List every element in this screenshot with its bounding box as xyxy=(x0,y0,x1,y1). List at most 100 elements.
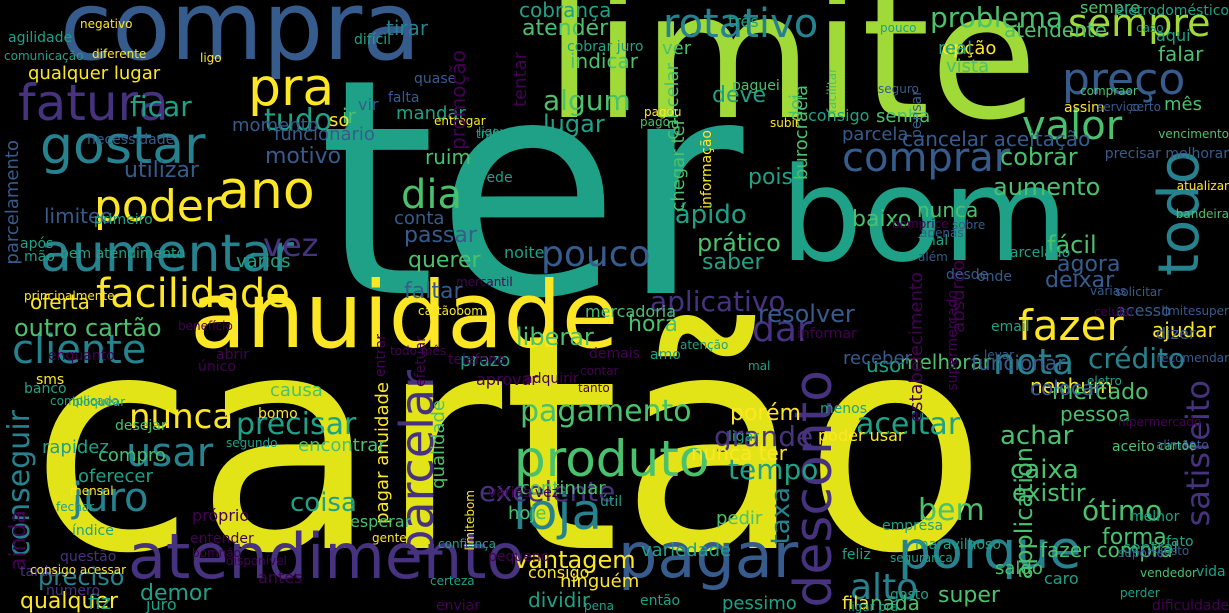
word-opcao: opção xyxy=(942,38,997,59)
word-ver: ver xyxy=(662,38,692,59)
word-vendedor: vendedor xyxy=(1140,566,1197,580)
word-limitebom: limitebom xyxy=(463,490,477,551)
word-lugar: lugar xyxy=(543,110,605,138)
word-atendente: atendente xyxy=(1004,18,1107,42)
word-abrir: abrir xyxy=(216,347,249,363)
word-indice: índice xyxy=(72,523,114,539)
word-entregar: entregar xyxy=(434,114,486,128)
word-mal: mal xyxy=(748,359,771,373)
word-fatura: fatura xyxy=(18,74,169,132)
word-promocao: promoção xyxy=(446,50,470,150)
word-pratico: prático xyxy=(697,229,781,257)
word-pagamento: pagamento xyxy=(520,394,692,429)
word-limitesuper: limitesuper xyxy=(1161,304,1229,318)
word-melhor: melhor xyxy=(1130,509,1180,525)
word-aumento: aumento xyxy=(993,173,1101,201)
word-desejar: desejar xyxy=(115,418,167,434)
word-justo: justo xyxy=(1160,544,1190,558)
word-taxa: taxa xyxy=(766,487,796,545)
word-tres: três xyxy=(728,12,759,31)
word-oferta: oferta xyxy=(30,290,90,314)
word-melhorar: melhorar xyxy=(900,350,991,374)
word-fechar: fechar xyxy=(56,500,95,514)
word-ruim: ruim xyxy=(425,145,471,169)
word-aceito: aceito xyxy=(1112,439,1155,455)
word-informacao: informação xyxy=(699,130,715,209)
word-sobre: sobre xyxy=(952,218,986,232)
word-conta: conta xyxy=(394,208,445,229)
word-existir: existir xyxy=(1012,479,1086,507)
word-mercadoria: mercadoria xyxy=(585,302,677,321)
word-baixo: baixo xyxy=(852,207,912,232)
word-sempre: sempre xyxy=(1068,1,1211,45)
word-funcionar: funcionar xyxy=(971,351,1066,375)
word-feliz: feliz xyxy=(842,547,871,563)
word-adquirir: adquirir xyxy=(524,371,579,387)
word-oferecer: oferecer xyxy=(78,466,153,487)
word-alem: além xyxy=(918,250,948,264)
word-ligo: ligo xyxy=(200,51,222,65)
word-negativo: negativo xyxy=(80,17,133,31)
word-cliente: cliente xyxy=(12,327,147,373)
word-todo-mes: todo mês xyxy=(390,344,447,358)
word-compra: compra xyxy=(60,0,421,82)
word-principalmente: principalmente xyxy=(24,289,115,303)
word-dividir: dividir xyxy=(528,588,591,612)
word-receber: receber xyxy=(843,348,912,369)
word-bloquear: bloquear xyxy=(72,395,126,409)
word-alto: alto xyxy=(850,567,919,608)
word-dizer: dizer xyxy=(1156,324,1196,343)
word-ficar: ficar xyxy=(130,90,192,123)
word-aprovar: aprovar xyxy=(476,370,538,389)
word-parcelado: parcelado xyxy=(1001,245,1071,261)
word-pois: pois xyxy=(748,165,793,190)
word-preciso: preciso xyxy=(38,563,125,591)
word-consigo-acessar: consigo acessar xyxy=(30,563,127,577)
word-atencao: atenção xyxy=(680,338,729,352)
word-poder-usar: poder usar xyxy=(818,426,905,445)
word-banco: banco xyxy=(24,381,67,397)
word-atendimento: atendimento xyxy=(128,520,525,593)
word-poder: poder xyxy=(94,181,222,232)
word-antes: antes xyxy=(258,568,303,587)
word-hipermercado: hipermercado xyxy=(1118,415,1202,429)
word-qualquer: qualquer xyxy=(20,589,118,613)
word-pessoa: pessoa xyxy=(1060,402,1131,426)
word-estabelecimento: estabelecimento xyxy=(906,272,927,423)
word-falar: falar xyxy=(1158,42,1204,66)
word-tarde: tarde xyxy=(20,564,58,580)
word-complicado: complicado xyxy=(50,394,119,408)
word-outro-cartao: outro cartão xyxy=(14,314,162,342)
word-mensal: mensal xyxy=(70,484,114,498)
word-confianca: confiança xyxy=(438,537,497,551)
word-produto: produto xyxy=(514,430,710,488)
word-deve: deve xyxy=(712,83,767,108)
word-bom: bom xyxy=(780,139,1069,291)
word-colocar: colocar xyxy=(1030,376,1103,400)
word-desde: desde xyxy=(946,267,989,283)
word-disponivel: disponível xyxy=(226,554,287,568)
word-aceitar: aceitar xyxy=(856,407,961,442)
word-rapidez: rapidez xyxy=(42,437,109,458)
word-ninguem: ninguém xyxy=(560,571,640,592)
word-bomo: bomo xyxy=(258,406,298,422)
word-anuidade: anuidade xyxy=(190,262,619,369)
word-tudo: tudo xyxy=(264,103,333,138)
word-mandar: mandar xyxy=(396,103,466,124)
word-so: so xyxy=(329,110,350,131)
word-prazo: prazo xyxy=(460,350,511,371)
word-gostar: gostar xyxy=(40,116,206,176)
word-porem: porém xyxy=(730,401,801,426)
word-passar: passar xyxy=(404,223,477,248)
word-compraor: compraor xyxy=(1080,84,1138,98)
word-mercado: mercado xyxy=(1052,380,1149,405)
word-continuar: continuar xyxy=(520,478,606,499)
word-liberar: liberar xyxy=(516,323,594,351)
word-empresa: empresa xyxy=(882,518,944,534)
word-caixa: caixa xyxy=(1010,455,1079,485)
word-proprio: próprio xyxy=(192,506,250,525)
word-menos: menos xyxy=(820,401,867,417)
word-gente: gente xyxy=(372,531,407,545)
word-funcionario: funcionário xyxy=(274,124,375,145)
word-gosto: gosto xyxy=(890,587,929,603)
